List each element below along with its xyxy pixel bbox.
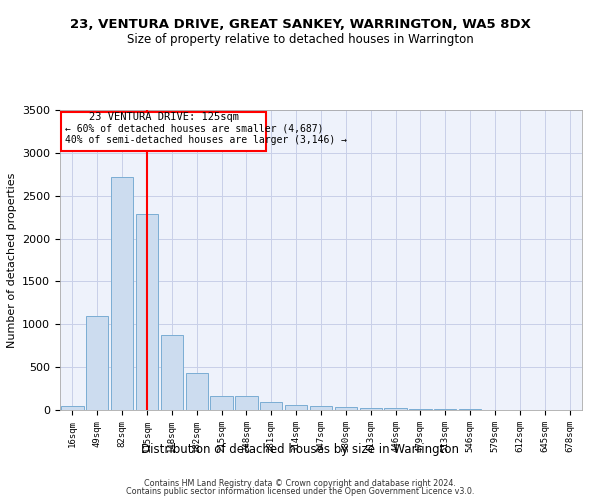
Bar xyxy=(260,402,283,410)
Text: Contains public sector information licensed under the Open Government Licence v3: Contains public sector information licen… xyxy=(126,487,474,496)
Y-axis label: Number of detached properties: Number of detached properties xyxy=(7,172,17,348)
Bar xyxy=(409,409,431,410)
Bar xyxy=(211,396,233,410)
Bar xyxy=(61,112,266,151)
Text: Contains HM Land Registry data © Crown copyright and database right 2024.: Contains HM Land Registry data © Crown c… xyxy=(144,478,456,488)
Bar xyxy=(385,408,407,410)
Text: ← 60% of detached houses are smaller (4,687): ← 60% of detached houses are smaller (4,… xyxy=(65,124,323,134)
Bar xyxy=(285,405,307,410)
Text: 23, VENTURA DRIVE, GREAT SANKEY, WARRINGTON, WA5 8DX: 23, VENTURA DRIVE, GREAT SANKEY, WARRING… xyxy=(70,18,530,30)
Bar xyxy=(161,336,183,410)
Bar xyxy=(61,406,83,410)
Bar xyxy=(111,177,133,410)
Bar xyxy=(235,396,257,410)
Text: Distribution of detached houses by size in Warrington: Distribution of detached houses by size … xyxy=(141,442,459,456)
Bar xyxy=(185,373,208,410)
Bar xyxy=(359,408,382,410)
Text: 40% of semi-detached houses are larger (3,146) →: 40% of semi-detached houses are larger (… xyxy=(65,135,347,145)
Text: Size of property relative to detached houses in Warrington: Size of property relative to detached ho… xyxy=(127,32,473,46)
Text: 23 VENTURA DRIVE: 125sqm: 23 VENTURA DRIVE: 125sqm xyxy=(89,112,239,122)
Bar xyxy=(136,214,158,410)
Bar xyxy=(434,409,457,410)
Bar xyxy=(86,316,109,410)
Bar xyxy=(335,407,357,410)
Bar xyxy=(310,406,332,410)
